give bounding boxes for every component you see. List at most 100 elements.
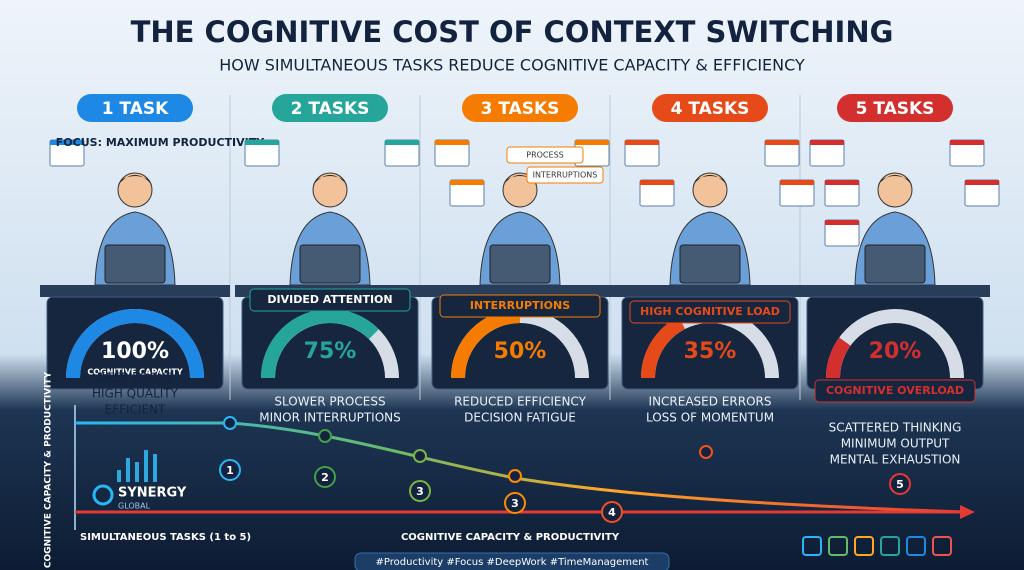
head: [312, 172, 348, 208]
task-label: 4 TASKS: [671, 99, 750, 119]
effect: SCATTERED THINKING: [829, 421, 962, 435]
desk: [800, 285, 990, 297]
effect: INCREASED ERRORS: [649, 395, 772, 409]
task-pill: [462, 94, 578, 122]
tag-box: [506, 146, 584, 164]
hashtags: #Productivity #Focus #DeepWork #TimeMana…: [376, 557, 649, 568]
window-bar: [825, 220, 859, 225]
x-label: SIMULTANEOUS TASKS (1 to 5): [80, 532, 251, 543]
banner-box: [439, 294, 601, 318]
banner: DIVIDED ATTENTION: [267, 293, 392, 306]
title: THE COGNITIVE COST OF CONTEXT SWITCHING: [131, 15, 894, 49]
effect: MENTAL EXHAUSTION: [830, 453, 961, 467]
point-marker: [601, 501, 623, 523]
hair: [878, 175, 912, 185]
gauge-fill: [261, 309, 379, 379]
gauge-value: 20%: [869, 339, 922, 364]
window-bar: [575, 140, 609, 145]
desk: [425, 285, 615, 297]
effect: MINIMUM OUTPUT: [841, 437, 950, 451]
laptop: [679, 244, 741, 284]
hair: [118, 175, 152, 185]
tag-box: [526, 166, 604, 184]
banner-box: [629, 300, 791, 324]
effect: HIGH QUALITY: [92, 387, 179, 401]
point-label: 1: [226, 464, 234, 477]
gauge-fill: [66, 309, 204, 379]
head: [877, 172, 913, 208]
logo-name: SYNERGY: [118, 486, 187, 501]
banner: INTERRUPTIONS: [470, 299, 570, 312]
head: [117, 172, 153, 208]
effect: DECISION FATIGUE: [464, 411, 576, 425]
effect: LOSS OF MOMENTUM: [646, 411, 774, 425]
window-bar: [625, 140, 659, 145]
footer-icon: [802, 536, 822, 556]
footer-bar: [354, 552, 670, 570]
point-label: 5: [896, 478, 904, 491]
task-pill: [837, 94, 953, 122]
desk: [615, 285, 805, 297]
task-label: 5 TASKS: [856, 99, 935, 119]
logo-sub: GLOBAL: [118, 502, 151, 511]
window-bar: [245, 140, 279, 145]
point-label: 3: [511, 497, 519, 510]
laptop: [864, 244, 926, 284]
task-pill: [272, 94, 388, 122]
point-marker: [409, 480, 431, 502]
curve-node: [413, 449, 427, 463]
dividers: [229, 95, 801, 400]
point-marker: [219, 459, 241, 481]
window-bar: [950, 140, 984, 145]
task-label: 1 TASK: [102, 99, 169, 119]
window-bar: [435, 140, 469, 145]
x-arrow: [960, 505, 975, 519]
desk: [40, 285, 230, 297]
y-label: COGNITIVE CAPACITY & PRODUCTIVITY: [44, 371, 54, 568]
task-pill: [77, 94, 193, 122]
tag: PROCESS: [526, 151, 563, 160]
point-label: 3: [416, 485, 424, 498]
banner: COGNITIVE OVERLOAD: [826, 384, 964, 397]
curve-node: [699, 445, 713, 459]
effect: SLOWER PROCESS: [274, 395, 385, 409]
effect: EFFICIENT: [105, 403, 166, 417]
banner-box: [814, 379, 976, 403]
bar-deco: [126, 458, 130, 482]
note: FOCUS: MAXIMUM PRODUCTIVITY: [56, 136, 265, 149]
window-bar: [780, 180, 814, 185]
window-bar: [450, 180, 484, 185]
hair: [693, 175, 727, 185]
effect: DEEP FOCUS: [97, 371, 174, 385]
curve-node: [223, 416, 237, 430]
bar-deco: [144, 450, 148, 482]
banner-box: [249, 288, 411, 312]
gauge-fill: [641, 316, 686, 379]
footer-icon: [906, 536, 926, 556]
point-label: 2: [321, 471, 329, 484]
gauge-value: 50%: [494, 339, 547, 364]
bar-deco: [135, 462, 139, 482]
footer-icon: [880, 536, 900, 556]
gauge-caption: COGNITIVE CAPACITY: [87, 368, 182, 377]
window-bar: [640, 180, 674, 185]
window-bar: [810, 140, 844, 145]
banner: HIGH COGNITIVE LOAD: [640, 305, 780, 318]
point-label: 4: [608, 506, 616, 519]
effect: MINOR INTERRUPTIONS: [259, 411, 401, 425]
subtitle: HOW SIMULTANEOUS TASKS REDUCE COGNITIVE …: [219, 56, 805, 75]
gauge-value: 35%: [684, 339, 737, 364]
point-marker: [314, 466, 336, 488]
gauge-panel: [46, 296, 224, 390]
bar-deco: [153, 454, 157, 482]
curve-node: [508, 469, 522, 483]
task-label: 3 TASKS: [481, 99, 560, 119]
window-bar: [765, 140, 799, 145]
window-bar: [385, 140, 419, 145]
gauge-fill: [826, 337, 851, 379]
footer-icon: [828, 536, 848, 556]
head: [692, 172, 728, 208]
window-bar: [50, 140, 84, 145]
laptop: [104, 244, 166, 284]
